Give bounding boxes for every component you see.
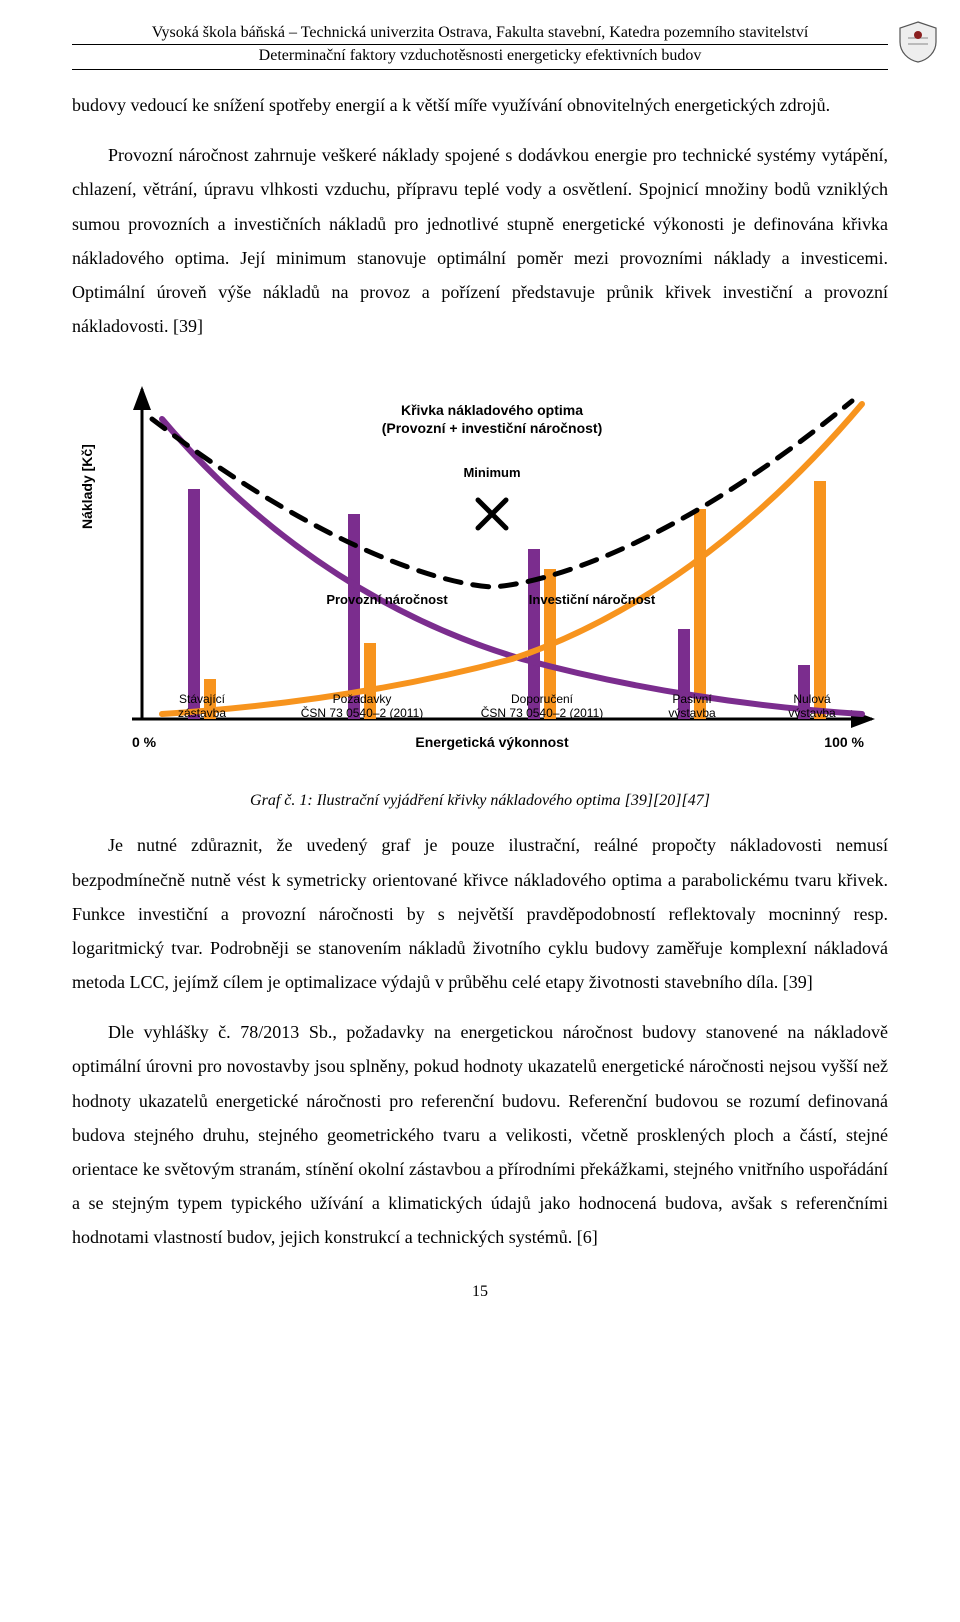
- svg-text:100 %: 100 %: [824, 734, 864, 750]
- cost-optima-chart: Náklady [Kč] Křivka nákladového optima (Pr…: [72, 359, 888, 779]
- page-header: Vysoká škola báňská – Technická univerzi…: [72, 24, 888, 70]
- university-logo-icon: [896, 20, 940, 64]
- svg-text:ČSN 73 0540–2 (2011): ČSN 73 0540–2 (2011): [301, 705, 424, 720]
- svg-text:Náklady [Kč]: Náklady [Kč]: [79, 445, 95, 530]
- svg-text:Stávající: Stávající: [179, 692, 226, 706]
- svg-text:výstavba: výstavba: [668, 706, 716, 720]
- svg-text:Provozní náročnost: Provozní náročnost: [326, 592, 448, 607]
- paragraph-3: Je nutné zdůraznit, že uvedený graf je p…: [72, 828, 888, 999]
- svg-text:ČSN 73 0540–2 (2011): ČSN 73 0540–2 (2011): [481, 705, 604, 720]
- svg-text:Požadavky: Požadavky: [333, 692, 392, 706]
- page: Vysoká škola báňská – Technická univerzi…: [0, 0, 960, 1349]
- svg-text:Nulová: Nulová: [793, 692, 831, 706]
- paragraph-1: budovy vedoucí ke snížení spotřeby energ…: [72, 88, 888, 122]
- svg-text:(Provozní + investiční náročno: (Provozní + investiční náročnost): [382, 420, 603, 436]
- figure-chart: Náklady [Kč] Křivka nákladového optima (Pr…: [72, 359, 888, 784]
- svg-text:zástavba: zástavba: [178, 706, 226, 720]
- svg-text:výstavba: výstavba: [788, 706, 836, 720]
- figure-caption: Graf č. 1: Ilustrační vyjádření křivky n…: [72, 792, 888, 810]
- svg-text:Energetická výkonnost: Energetická výkonnost: [415, 734, 569, 750]
- svg-text:Pasivní: Pasivní: [672, 692, 712, 706]
- paragraph-4: Dle vyhlášky č. 78/2013 Sb., požadavky n…: [72, 1015, 888, 1254]
- svg-text:0 %: 0 %: [132, 734, 157, 750]
- paragraph-2: Provozní náročnost zahrnuje veškeré nákl…: [72, 138, 888, 343]
- svg-text:Doporučení: Doporučení: [511, 692, 574, 706]
- svg-text:Minimum: Minimum: [463, 465, 520, 480]
- svg-text:Křivka nákladového optima: Křivka nákladového optima: [401, 402, 583, 418]
- thesis-title: Determinační faktory vzduchotěsnosti ene…: [72, 47, 888, 65]
- page-number: 15: [72, 1283, 888, 1301]
- university-line: Vysoká škola báňská – Technická univerzi…: [72, 24, 888, 45]
- svg-text:Investiční náročnost: Investiční náročnost: [529, 592, 656, 607]
